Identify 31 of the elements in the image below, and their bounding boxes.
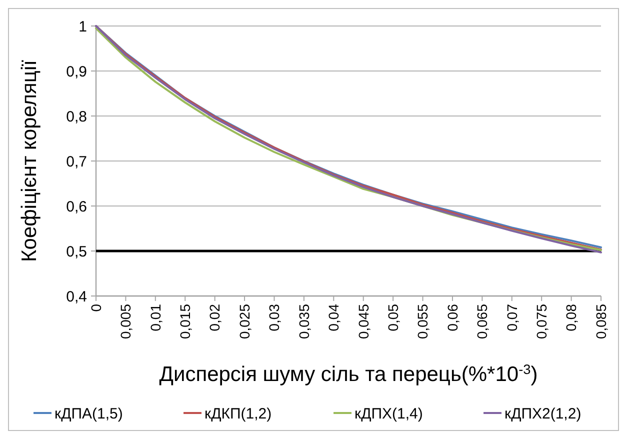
y-tick-label: 0,8 [66,108,87,126]
x-tick-label: 0,03 [266,304,282,332]
x-tick-label: 0,055 [414,304,431,340]
x-tick-label: 0,02 [206,304,223,332]
x-tick-label: 0,025 [236,304,252,340]
y-tick-label: 0,6 [66,198,87,216]
x-tick-label: 0,045 [355,304,372,340]
y-tick-label: 1 [78,18,87,36]
x-tick-label: 0,085 [592,304,609,340]
legend-label: кДПХ(1,4) [354,405,423,422]
y-tick-label: 0,9 [66,63,87,80]
x-tick-label: 0,07 [504,304,520,332]
y-tick-label: 0,7 [66,153,87,170]
x-tick-label: 0 [88,304,104,312]
legend-label: кДПА(1,5) [54,405,123,422]
y-tick-label: 0,4 [66,288,87,306]
x-tick-label: 0,005 [118,304,134,340]
x-tick-label: 0,01 [147,304,164,332]
x-tick-label: 0,04 [326,304,342,332]
x-tick-label: 0,06 [444,304,460,332]
x-axis-title: Дисперсія шуму сіль та перець(%*10$^{-3}$) [159,362,538,386]
x-tick-label: 0,035 [296,304,312,340]
y-axis-title: Коефіцієнт кореляції [18,60,41,262]
y-tick-label: 0,5 [66,243,87,260]
legend-label: кДКП(1,2) [204,405,272,422]
x-tick-label: 0,065 [474,304,490,340]
x-tick-label: 0,08 [563,304,580,332]
x-tick-label: 0,05 [384,304,401,332]
x-tick-label: 0,015 [177,304,194,340]
legend-label: кДПХ2(1,2) [504,405,582,422]
x-tick-label: 0,075 [533,304,550,340]
